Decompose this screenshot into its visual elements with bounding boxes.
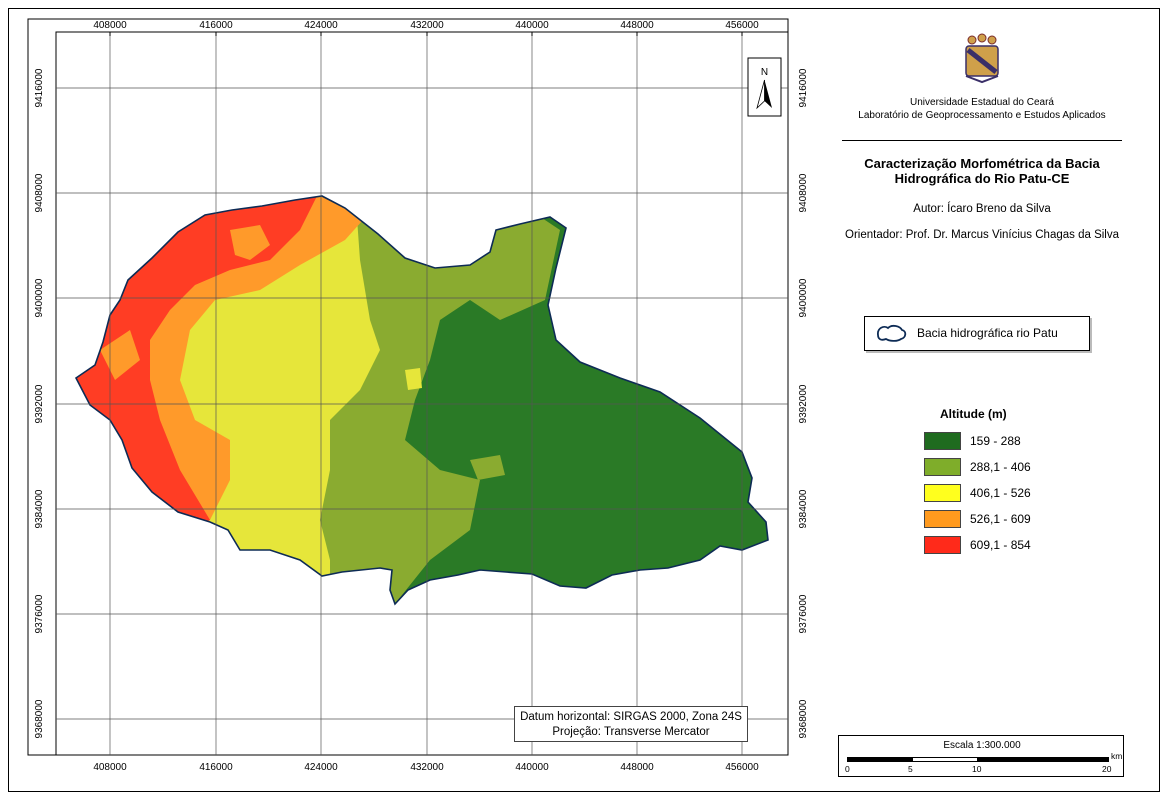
x-tick-label: 432000: [410, 20, 444, 31]
y-tick-label: 9392000: [34, 384, 45, 423]
altitude-swatch: [924, 536, 961, 554]
x-tick-label: 448000: [620, 20, 654, 31]
x-tick-label: 416000: [199, 762, 233, 773]
y-tick-label: 9400000: [798, 278, 809, 317]
datum-line: Datum horizontal: SIRGAS 2000, Zona 24S: [520, 711, 742, 723]
scale-segment-3: [977, 757, 1109, 762]
altitude-class-label: 609,1 - 854: [970, 538, 1031, 552]
coordinate-grid: [56, 32, 788, 755]
datum-box: Datum horizontal: SIRGAS 2000, Zona 24S …: [514, 706, 748, 742]
scale-unit: km: [1111, 751, 1123, 761]
altitude-swatch: [924, 510, 961, 528]
zone-patch-d: [470, 455, 505, 480]
altitude-class-label: 526,1 - 609: [970, 512, 1031, 526]
x-tick-label: 408000: [93, 20, 127, 31]
y-tick-label: 9400000: [34, 278, 45, 317]
altitude-class-label: 159 - 288: [970, 434, 1021, 448]
scale-bar: Escala 1:300.000 0 5 10 20 km: [838, 735, 1124, 777]
university-crest-icon: [965, 33, 999, 84]
x-tick-label: 408000: [93, 762, 127, 773]
legend-panel: Universidade Estadual do Ceará Laboratór…: [822, 18, 1152, 783]
altitude-swatch: [924, 484, 961, 502]
x-tick-label: 440000: [515, 20, 549, 31]
y-tick-label: 9368000: [798, 699, 809, 738]
y-tick-label: 9416000: [798, 68, 809, 107]
scale-segment-1: [847, 757, 913, 762]
author: Autor: Ícaro Breno da Silva: [913, 203, 1051, 215]
x-tick-label: 456000: [725, 762, 759, 773]
y-tick-label: 9416000: [34, 68, 45, 107]
map-layout-frame: [8, 8, 1160, 792]
scale-tick-0: 0: [845, 764, 850, 774]
basin-legend: Bacia hidrográfica rio Patu: [864, 316, 1090, 351]
basin-legend-label: Bacia hidrográfica rio Patu: [917, 326, 1058, 340]
scale-title: Escala 1:300.000: [943, 740, 1021, 751]
x-tick-label: 424000: [304, 762, 338, 773]
x-tick-label: 456000: [725, 20, 759, 31]
zone-patch-a: [230, 225, 270, 260]
projection-line: Projeção: Transverse Mercator: [552, 726, 710, 738]
y-tick-label: 9376000: [34, 594, 45, 633]
altitude-legend-title: Altitude (m): [940, 407, 1007, 421]
coordinate-labels: 408000 408000 416000 416000 424000 424000 4320…: [34, 20, 809, 773]
x-tick-label: 448000: [620, 762, 654, 773]
y-tick-label: 9392000: [798, 384, 809, 423]
map-neatline: [55, 31, 789, 756]
y-tick-label: 9368000: [34, 699, 45, 738]
header-divider: [842, 140, 1122, 141]
north-label: N: [761, 67, 768, 78]
y-tick-label: 9384000: [34, 489, 45, 528]
zone-patch-c: [405, 368, 422, 390]
altitude-class-label: 406,1 - 526: [970, 486, 1031, 500]
title-line-1: Caracterização Morfométrica da Bacia: [864, 156, 1100, 171]
lab-name: Laboratório de Geoprocessamento e Estudo…: [858, 110, 1106, 121]
altitude-class-label: 288,1 - 406: [970, 460, 1031, 474]
y-tick-label: 9376000: [798, 594, 809, 633]
altitude-swatch: [924, 432, 961, 450]
x-tick-label: 440000: [515, 762, 549, 773]
north-arrow: N: [747, 57, 782, 117]
x-tick-label: 424000: [304, 20, 338, 31]
y-tick-label: 9408000: [798, 173, 809, 212]
basin-boundary: [74, 195, 769, 606]
advisor: Orientador: Prof. Dr. Marcus Vinícius Ch…: [845, 229, 1119, 241]
map-title: Caracterização Morfométrica da Bacia Hid…: [822, 156, 1142, 186]
university-name: Universidade Estadual do Ceará: [910, 97, 1054, 108]
title-line-2: Hidrográfica do Rio Patu-CE: [894, 171, 1070, 186]
y-tick-label: 9384000: [798, 489, 809, 528]
scale-tick-10: 10: [972, 764, 982, 774]
scale-tick-5: 5: [908, 764, 913, 774]
basin-outline-icon: [877, 324, 907, 342]
north-arrow-right-icon: [764, 80, 772, 108]
altitude-swatch: [924, 458, 961, 476]
scale-tick-20: 20: [1102, 764, 1112, 774]
scale-segment-2: [912, 757, 978, 762]
x-tick-label: 432000: [410, 762, 444, 773]
y-tick-label: 9408000: [34, 173, 45, 212]
x-tick-label: 416000: [199, 20, 233, 31]
